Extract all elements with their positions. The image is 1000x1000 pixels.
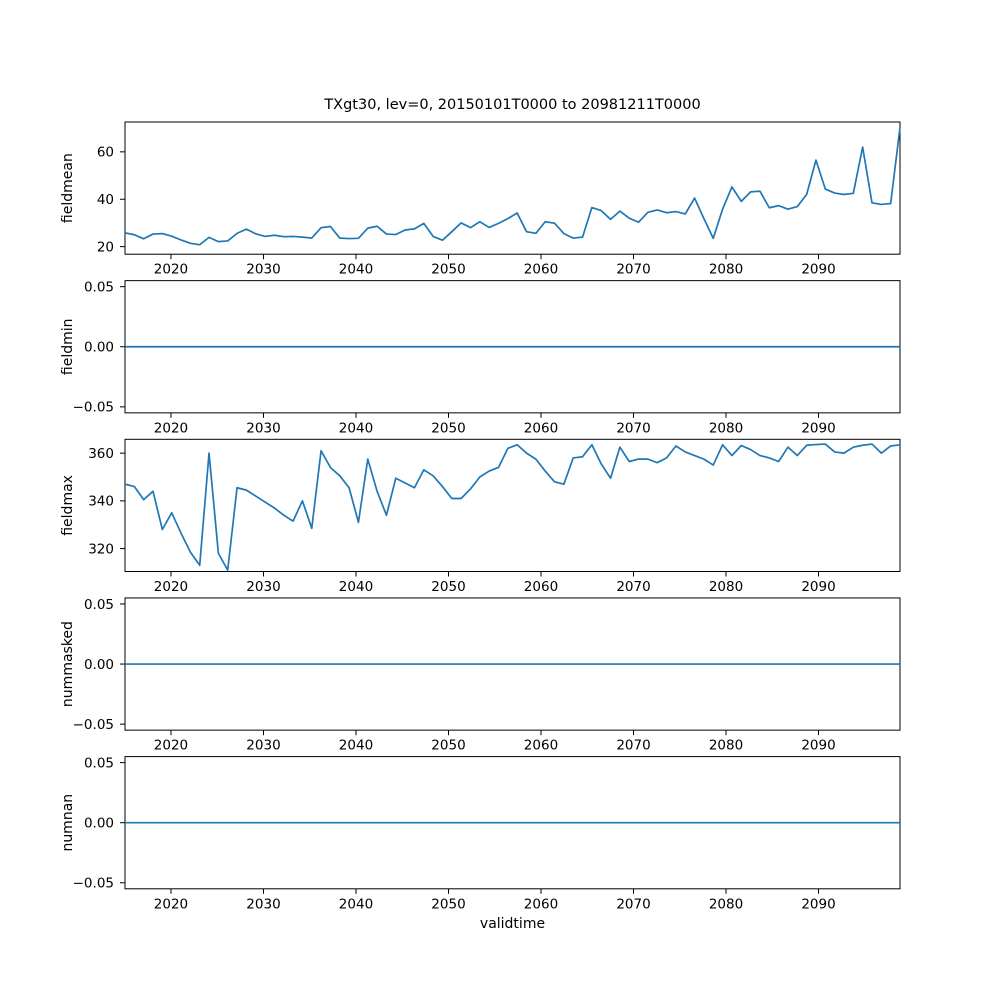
- x-tick-label: 2090: [801, 738, 835, 754]
- x-tick-label: 2090: [801, 896, 835, 912]
- x-tick-label: 2070: [616, 579, 650, 595]
- x-tick-label: 2020: [154, 262, 188, 278]
- x-tick-label: 2080: [709, 262, 743, 278]
- x-tick-label: 2040: [339, 738, 373, 754]
- x-tick-label: 2030: [246, 262, 280, 278]
- x-tick-label: 2040: [339, 420, 373, 436]
- y-tick-label: 360: [88, 446, 114, 462]
- figure-title: TXgt30, lev=0, 20150101T0000 to 20981211…: [323, 97, 700, 113]
- x-tick-label: 2050: [431, 420, 465, 436]
- y-tick-label: 0.00: [84, 657, 114, 673]
- y-tick-label: −0.05: [73, 717, 114, 733]
- y-tick-label: −0.05: [73, 876, 114, 892]
- x-tick-label: 2080: [709, 896, 743, 912]
- y-tick-label: 0.05: [84, 755, 114, 771]
- x-tick-label: 2020: [154, 896, 188, 912]
- x-tick-label: 2060: [524, 579, 558, 595]
- x-tick-label: 2090: [801, 420, 835, 436]
- y-tick-label: 0.05: [84, 597, 114, 613]
- y-tick-label: 60: [97, 145, 114, 161]
- x-tick-label: 2030: [246, 896, 280, 912]
- x-tick-label: 2060: [524, 896, 558, 912]
- x-tick-label: 2040: [339, 579, 373, 595]
- y-tick-label: 320: [88, 541, 114, 557]
- x-tick-label: 2050: [431, 262, 465, 278]
- x-tick-label: 2050: [431, 896, 465, 912]
- x-tick-label: 2050: [431, 579, 465, 595]
- ylabel-fieldmin: fieldmin: [60, 318, 76, 375]
- subplot-nummasked: 0.05 0.00 −0.05 2020 2030 2040 2050 2060 2070 208…: [60, 597, 901, 754]
- x-tick-label: 2020: [154, 420, 188, 436]
- x-tick-label: 2050: [431, 738, 465, 754]
- x-tick-label: 2030: [246, 420, 280, 436]
- y-tick-label: 0.05: [84, 279, 114, 295]
- x-tick-label: 2070: [616, 738, 650, 754]
- x-tick-label: 2070: [616, 262, 650, 278]
- x-tick-label: 2080: [709, 579, 743, 595]
- axes-frame-fieldmax: [124, 438, 901, 572]
- x-tick-label: 2040: [339, 262, 373, 278]
- series-line-fieldmean: [124, 127, 901, 246]
- x-tick-label: 2030: [246, 579, 280, 595]
- x-tick-label: 2090: [801, 579, 835, 595]
- x-tick-label: 2070: [616, 896, 650, 912]
- x-tick-label: 2080: [709, 420, 743, 436]
- x-tick-label: 2020: [154, 738, 188, 754]
- axes-frame-fieldmean: [124, 121, 901, 255]
- x-tick-label: 2090: [801, 262, 835, 278]
- x-tick-label: 2030: [246, 738, 280, 754]
- y-tick-label: 40: [97, 192, 114, 208]
- x-tick-label: 2060: [524, 420, 558, 436]
- y-tick-label: 20: [97, 239, 114, 255]
- ylabel-fieldmean: fieldmean: [60, 153, 76, 223]
- subplot-fieldmin: 0.05 0.00 −0.05 2020 2030 2040 2050 2060 2070 208…: [60, 279, 901, 436]
- subplot-fieldmax: 360 340 320 2020 2030 2040 2050 2060 2070 2080 209…: [60, 438, 901, 595]
- x-tick-label: 2040: [339, 896, 373, 912]
- y-tick-label: 340: [88, 494, 114, 510]
- x-tick-label: 2020: [154, 579, 188, 595]
- x-tick-label: 2060: [524, 262, 558, 278]
- x-axis-label: validtime: [480, 916, 545, 932]
- x-tick-label: 2060: [524, 738, 558, 754]
- series-line-fieldmax: [124, 443, 901, 571]
- ylabel-numnan: numnan: [60, 794, 76, 852]
- subplot-numnan: 0.05 0.00 −0.05 2020 2030 2040 2050 2060 2070 208…: [60, 755, 901, 912]
- ylabel-fieldmax: fieldmax: [60, 475, 76, 536]
- x-tick-label: 2080: [709, 738, 743, 754]
- ylabel-nummasked: nummasked: [60, 621, 76, 707]
- y-tick-label: −0.05: [73, 400, 114, 416]
- x-tick-label: 2070: [616, 420, 650, 436]
- y-tick-label: 0.00: [84, 816, 114, 832]
- y-tick-label: 0.00: [84, 340, 114, 356]
